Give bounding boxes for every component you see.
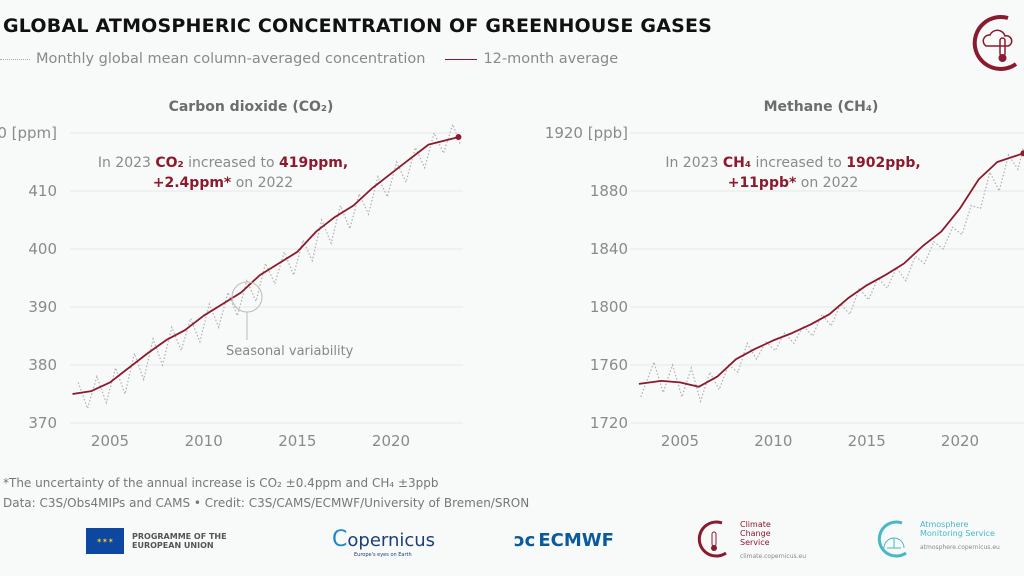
eu-flag-icon: ✶✶✶	[86, 528, 124, 554]
co2-x-tick-label: 2010	[185, 432, 223, 450]
ch4-x-tick-label: 2015	[848, 432, 886, 450]
ch4-y-tick-label: 1720	[590, 414, 628, 432]
legend-monthly-label: Monthly global mean column-averaged conc…	[36, 51, 426, 67]
c3s-logo: Climate Change Service climate.copernicus…	[696, 520, 806, 560]
legend-average-label: 12-month average	[483, 51, 619, 67]
ch4-y-tick-label: 1920 [ppb]	[545, 124, 628, 142]
co2-x-tick-label: 2020	[372, 432, 410, 450]
co2-average-series	[72, 136, 459, 395]
co2-y-tick-label: 370	[28, 414, 57, 432]
uncertainty-footnote: *The uncertainty of the annual increase …	[3, 476, 439, 490]
seasonal-variability-label: Seasonal variability	[226, 344, 354, 359]
co2-chart-title: Carbon dioxide (CO₂)	[168, 99, 334, 115]
co2-y-tick-label: 380	[28, 356, 57, 374]
eu-logo: ✶✶✶ PROGRAMME OF THE EUROPEAN UNION	[86, 528, 227, 554]
legend-monthly-swatch	[0, 58, 30, 60]
page-title: GLOBAL ATMOSPHERIC CONCENTRATION OF GREE…	[3, 15, 713, 37]
co2-y-tick-label: 390	[28, 298, 57, 316]
co2-y-tick-label: 420 [ppm]	[0, 124, 57, 142]
ch4-y-tick-label: 1880	[590, 182, 628, 200]
ecmwf-symbol-icon: ↄc	[514, 530, 536, 551]
co2-x-tick-label: 2015	[278, 432, 316, 450]
ch4-average-series	[638, 152, 1024, 388]
ch4-x-tick-label: 2020	[941, 432, 979, 450]
ch4-latest-point	[1020, 150, 1024, 157]
co2-y-tick-label: 410	[28, 182, 57, 200]
cams-icon	[877, 520, 907, 558]
ch4-y-tick-label: 1800	[590, 298, 628, 316]
co2-monthly-series	[77, 122, 461, 411]
footnotes: *The uncertainty of the annual increase …	[3, 473, 529, 513]
co2-y-tick-label: 400	[28, 240, 57, 258]
ch4-x-tick-label: 2010	[754, 432, 792, 450]
ch4-monthly-series	[640, 147, 1024, 404]
co2-latest-point	[455, 134, 462, 141]
legend-average-swatch	[445, 58, 478, 60]
ch4-y-tick-label: 1840	[590, 240, 628, 258]
ch4-y-tick-label: 1760	[590, 356, 628, 374]
copernicus-logo: Copernicus Europe's eyes on Earth	[332, 527, 436, 558]
ch4-chart-title: Methane (CH₄)	[763, 99, 879, 115]
climate-change-service-icon	[972, 14, 1018, 71]
co2-x-tick-label: 2005	[91, 432, 129, 450]
credit-line: Data: C3S/Obs4MIPs and CAMS • Credit: C3…	[3, 496, 530, 510]
ch4-x-tick-label: 2005	[661, 432, 699, 450]
co2-annotation: In 2023 CO₂ increased to 419ppm, +2.4ppm…	[97, 155, 349, 191]
ch4-annotation: In 2023 CH₄ increased to 1902ppb, +11ppb…	[665, 155, 921, 191]
cams-logo: Atmosphere Monitoring Service atmosphere.…	[876, 520, 1000, 558]
c3s-icon	[697, 520, 727, 558]
ecmwf-logo: ↄc ECMWF	[514, 530, 614, 551]
legend: Monthly global mean column-averaged conc…	[0, 51, 618, 67]
